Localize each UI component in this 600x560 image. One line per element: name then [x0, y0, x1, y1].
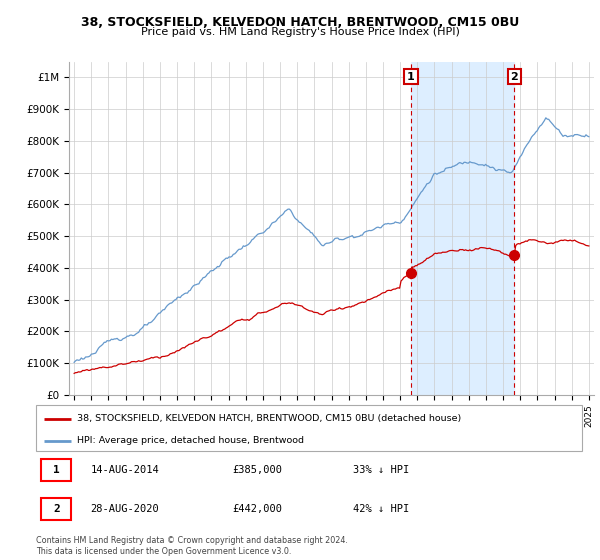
Text: £385,000: £385,000 — [233, 465, 283, 475]
Text: 2: 2 — [53, 503, 60, 514]
FancyBboxPatch shape — [41, 459, 71, 481]
Text: HPI: Average price, detached house, Brentwood: HPI: Average price, detached house, Bren… — [77, 436, 304, 445]
Text: 1: 1 — [407, 72, 415, 82]
FancyBboxPatch shape — [36, 405, 582, 451]
Text: 38, STOCKSFIELD, KELVEDON HATCH, BRENTWOOD, CM15 0BU (detached house): 38, STOCKSFIELD, KELVEDON HATCH, BRENTWO… — [77, 414, 461, 423]
Text: 33% ↓ HPI: 33% ↓ HPI — [353, 465, 409, 475]
FancyBboxPatch shape — [41, 498, 71, 520]
Text: 14-AUG-2014: 14-AUG-2014 — [91, 465, 160, 475]
Text: £442,000: £442,000 — [233, 503, 283, 514]
Text: Contains HM Land Registry data © Crown copyright and database right 2024.
This d: Contains HM Land Registry data © Crown c… — [36, 536, 348, 556]
Text: 38, STOCKSFIELD, KELVEDON HATCH, BRENTWOOD, CM15 0BU: 38, STOCKSFIELD, KELVEDON HATCH, BRENTWO… — [81, 16, 519, 29]
Text: 2: 2 — [511, 72, 518, 82]
Text: 42% ↓ HPI: 42% ↓ HPI — [353, 503, 409, 514]
Text: 28-AUG-2020: 28-AUG-2020 — [91, 503, 160, 514]
Bar — [411, 62, 514, 395]
Text: 1: 1 — [53, 465, 60, 475]
Text: Price paid vs. HM Land Registry's House Price Index (HPI): Price paid vs. HM Land Registry's House … — [140, 27, 460, 37]
